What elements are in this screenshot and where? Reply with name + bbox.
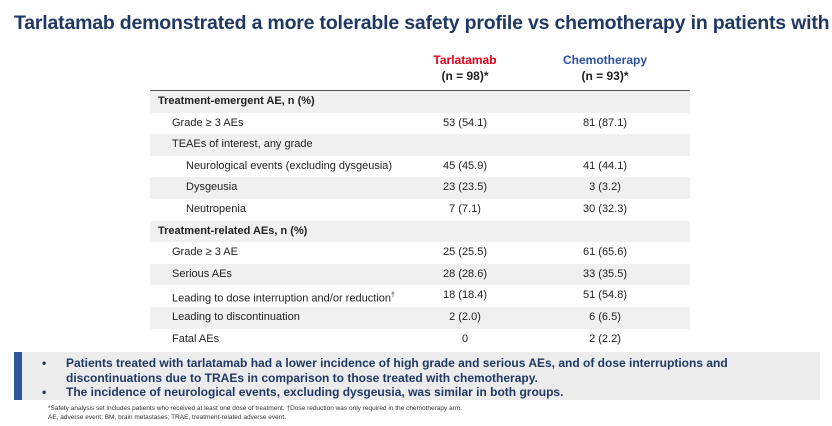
row-label: Fatal AEs [172, 332, 220, 345]
row-label: Serious AEs [172, 267, 232, 280]
footnote-mark: † [390, 292, 395, 300]
cell-value: 61 (65.6) [582, 246, 628, 259]
column-header: Tarlatamab (n = 98)* [395, 52, 535, 84]
row-label: TEAEs of interest, any grade [172, 138, 313, 151]
column-header: Chemotherapy (n = 93)* [535, 52, 675, 84]
row-label: Neutropenia [186, 202, 246, 215]
table-row: Dysgeusia 23 (23.5) 3 (3.2) [150, 177, 690, 199]
cell-value: 28 (28.6) [442, 267, 488, 280]
cell-value: 81 (87.1) [582, 116, 628, 129]
cell-value: 51 (54.8) [582, 289, 628, 302]
slide-title: Tarlatamab demonstrated a more tolerable… [14, 12, 832, 34]
key-points: Patients treated with tarlatamab had a l… [14, 352, 820, 400]
cell-value: 7 (7.1) [449, 202, 481, 215]
column-name: Tarlatamab [433, 53, 497, 67]
table-row: Neurological events (excluding dysgeusia… [150, 156, 690, 178]
table-row: Grade ≥ 3 AE 25 (25.5) 61 (65.6) [150, 242, 690, 264]
row-label: Grade ≥ 3 AEs [172, 116, 244, 129]
accent-bar [14, 352, 22, 400]
table-row: Fatal AEs 0 2 (2.2) [150, 329, 690, 351]
row-label: Treatment-related AEs, n (%) [158, 224, 308, 237]
row-label: Grade ≥ 3 AE [172, 246, 238, 259]
bullet: The incidence of neurological events, ex… [42, 385, 822, 400]
row-label: Dysgeusia [186, 181, 238, 194]
cell-value: 23 (23.5) [442, 181, 488, 194]
table-row: Serious AEs 28 (28.6) 33 (35.5) [150, 263, 690, 286]
table-row: Neutropenia 7 (7.1) 30 (32.3) [150, 199, 690, 221]
table-row: Leading to discontinuation 2 (2.0) 6 (6.5) [150, 306, 690, 329]
cell-value: 2 (2.0) [449, 310, 481, 323]
bullet: Patients treated with tarlatamab had a l… [42, 356, 822, 385]
column-name: Chemotherapy [562, 53, 648, 67]
cell-value: 0 [461, 332, 469, 345]
column-n: (n = 93)* [581, 69, 629, 83]
cell-value: 18 (18.4) [442, 289, 488, 302]
footnotes: *Safety analysis set includes patients w… [48, 404, 462, 422]
row-label: Leading to discontinuation [172, 310, 300, 323]
cell-value: 6 (6.5) [589, 310, 621, 323]
cell-value: 30 (32.3) [582, 202, 628, 215]
cell-value: 41 (44.1) [582, 159, 628, 172]
cell-value: 33 (35.5) [582, 267, 628, 280]
table-header: Tarlatamab (n = 98)* Chemotherapy (n = 93)* [150, 50, 690, 91]
table-row: TEAEs of interest, any grade [150, 134, 690, 156]
footnote: AE, adverse event; BM, brain metastases;… [48, 414, 286, 421]
cell-value: 25 (25.5) [442, 246, 488, 259]
cell-value: 45 (45.9) [442, 159, 488, 172]
row-label: Treatment-emergent AE, n (%) [158, 95, 315, 107]
cell-value: 2 (2.2) [589, 332, 621, 345]
table-row: Leading to dose interruption and/or redu… [150, 285, 690, 307]
row-label: Neurological events (excluding dysgeusia… [186, 159, 393, 172]
table-row: Treatment-emergent AE, n (%) [150, 91, 690, 113]
safety-table: Tarlatamab (n = 98)* Chemotherapy (n = 93)*… [150, 50, 690, 350]
cell-value: 3 (3.2) [589, 181, 621, 194]
footnote: *Safety analysis set includes patients w… [48, 405, 463, 412]
table-row: Treatment-related AEs, n (%) [150, 220, 690, 243]
cell-value: 53 (54.1) [442, 116, 488, 129]
table-row: Grade ≥ 3 AEs 53 (54.1) 81 (87.1) [150, 113, 690, 135]
row-label: Leading to dose interruption and/or redu… [172, 292, 395, 305]
column-n: (n = 98)* [441, 69, 489, 83]
bullet-list: Patients treated with tarlatamab had a l… [42, 356, 822, 400]
